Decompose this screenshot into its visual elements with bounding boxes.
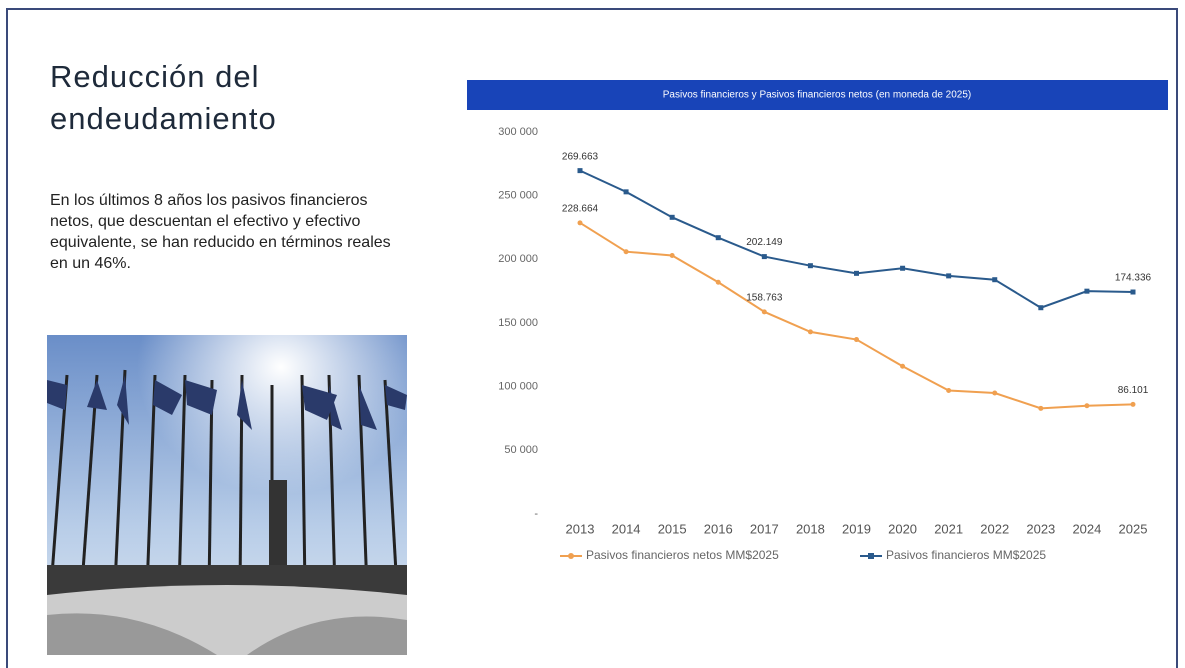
point-marker <box>1084 288 1090 294</box>
y-tick-label: 100 000 <box>498 381 538 393</box>
point-marker <box>715 279 721 285</box>
y-tick-label: 150 000 <box>498 317 538 329</box>
point-marker <box>577 220 583 226</box>
slide-title: Reducción del endeudamiento <box>50 59 277 136</box>
slide-text: En los últimos 8 años los pasivos financ… <box>50 192 391 272</box>
point-marker <box>992 277 998 283</box>
legend-label: Pasivos financieros MM$2025 <box>886 548 1046 562</box>
point-marker <box>1038 405 1044 411</box>
x-tick-label: 2018 <box>796 521 825 536</box>
point-marker <box>761 309 767 315</box>
point-marker <box>715 235 721 241</box>
data-label: 174.336 <box>1115 273 1152 284</box>
x-tick-label: 2024 <box>1072 521 1101 536</box>
y-tick-label: 300 000 <box>498 126 538 138</box>
point-marker <box>669 214 675 220</box>
point-marker <box>854 270 859 276</box>
x-tick-label: 2014 <box>612 521 641 536</box>
point-marker <box>946 273 952 279</box>
point-marker <box>900 363 906 369</box>
x-tick-label: 2021 <box>934 521 963 536</box>
x-tick-label: 2013 <box>566 521 595 536</box>
data-label: 269.663 <box>562 151 599 162</box>
legend-marker <box>568 553 574 559</box>
point-marker <box>900 265 906 271</box>
y-tick-label: 200 000 <box>498 253 538 265</box>
legend-marker <box>868 553 874 559</box>
point-marker <box>623 249 629 255</box>
point-marker <box>669 253 675 259</box>
data-label: 228.664 <box>562 203 599 214</box>
point-marker <box>1084 403 1090 409</box>
x-tick-label: 2019 <box>842 521 871 536</box>
series-line <box>579 221 1134 410</box>
point-marker <box>946 387 952 393</box>
point-marker <box>992 390 998 396</box>
series-line <box>579 169 1134 309</box>
legend-label: Pasivos financieros netos MM$2025 <box>586 548 779 562</box>
x-tick-label: 2017 <box>750 521 779 536</box>
point-marker <box>1130 401 1136 407</box>
x-tick-label: 2016 <box>704 521 733 536</box>
photo <box>47 335 407 655</box>
point-marker <box>577 168 583 174</box>
data-label: 158.763 <box>746 292 783 303</box>
y-tick-label: 250 000 <box>498 190 538 202</box>
point-marker <box>761 254 767 260</box>
x-tick-label: 2025 <box>1119 521 1148 536</box>
x-tick-label: 2023 <box>1026 521 1055 536</box>
data-label: 202.149 <box>746 237 783 248</box>
x-tick-label: 2020 <box>888 521 917 536</box>
point-marker <box>1038 305 1044 311</box>
point-marker <box>807 329 813 335</box>
y-tick-label: - <box>534 508 538 520</box>
x-tick-label: 2015 <box>658 521 687 536</box>
point-marker <box>854 337 859 343</box>
chart-title: Pasivos financieros y Pasivos financiero… <box>663 90 972 101</box>
point-marker <box>1130 289 1136 295</box>
slide-frame <box>6 8 1178 668</box>
data-label: 86.101 <box>1118 385 1149 396</box>
point-marker <box>623 189 629 195</box>
x-tick-label: 2022 <box>980 521 1009 536</box>
y-tick-label: 50 000 <box>504 444 538 456</box>
point-marker <box>807 263 813 269</box>
chart-title-bar <box>467 80 1168 110</box>
